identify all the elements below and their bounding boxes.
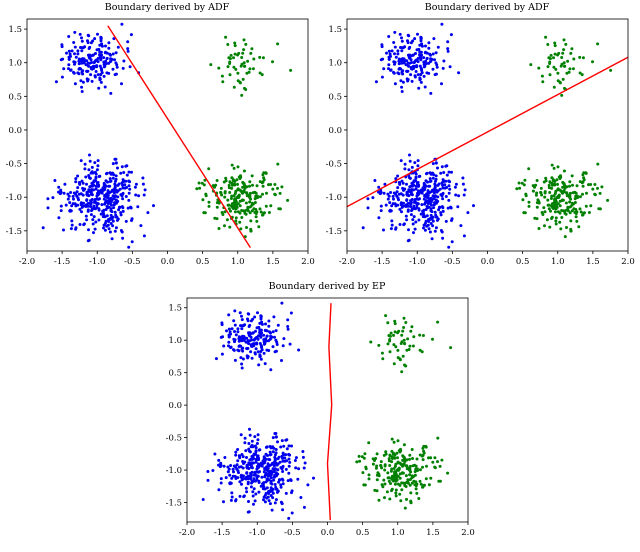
scatter-points [361, 22, 613, 249]
x-tick-label: 0.5 [196, 257, 210, 267]
y-tick-label: 1.0 [168, 336, 182, 346]
bottom-row: Boundary derived by EP -2.0 -1.5 -1.0 -0.5 0… [0, 279, 640, 546]
cluster-blue-top-left [374, 22, 461, 95]
top-row: Boundary derived by ADF -2.0 -1.5 -1.0 -0.5… [0, 0, 640, 275]
adf-left-chart: Boundary derived by ADF -2.0 -1.5 -1.0 -0.5… [0, 0, 320, 275]
y-tick-label: -1.5 [326, 227, 342, 237]
cluster-green-top-right [529, 35, 613, 97]
cluster-green-top-right [209, 35, 293, 97]
y-tick-label: 0.5 [328, 92, 342, 102]
cluster-blue-bottom-left [361, 153, 475, 249]
x-tick-label: -1.0 [249, 528, 265, 538]
y-tick-label: 1.0 [8, 59, 22, 69]
y-tick-label: -0.5 [166, 434, 182, 444]
x-tick-label: 1.0 [391, 528, 405, 538]
x-tick-label: 0.0 [481, 257, 495, 267]
adf-right-chart: Boundary derived by ADF -2.0 -1.5 -1.0 -0.5… [320, 0, 640, 275]
chart-title: Boundary derived by ADF [424, 2, 550, 13]
x-tick-label: 0.5 [356, 528, 370, 538]
x-tick-label: -1.0 [409, 257, 425, 267]
x-tick-label: -1.5 [214, 528, 230, 538]
y-tick-label: 0.0 [8, 126, 22, 136]
y-tick-label: -0.5 [6, 160, 22, 170]
x-tick-label: -0.5 [284, 528, 300, 538]
y-tick-label: -1.0 [6, 193, 22, 203]
y-tick-label: -1.0 [326, 193, 342, 203]
plot-area: -2.0 -1.5 -1.0 -0.5 0.0 0.5 1.0 1.5 2.0 -1.5 -1.0 -… [166, 297, 475, 538]
chart-title: Boundary derived by ADF [104, 2, 230, 13]
x-tick-label: 0.0 [321, 528, 335, 538]
axis-ticks: -2.0 -1.5 -1.0 -0.5 0.0 0.5 1.0 1.5 2.0 -1.5 -1.0 -… [326, 25, 635, 267]
x-tick-label: 1.5 [426, 528, 440, 538]
cluster-green-bottom-right [195, 162, 290, 239]
axis-ticks: -2.0 -1.5 -1.0 -0.5 0.0 0.5 1.0 1.5 2.0 -1.5 -1.0 -… [6, 25, 315, 267]
axis-ticks: -2.0 -1.5 -1.0 -0.5 0.0 0.5 1.0 1.5 2.0 -1.5 -1.0 -… [166, 304, 475, 538]
y-tick-label: 0.5 [8, 92, 22, 102]
x-tick-label: -1.5 [374, 257, 390, 267]
x-tick-label: 0.5 [516, 257, 530, 267]
y-tick-label: 0.0 [328, 126, 342, 136]
x-tick-label: 2.0 [621, 257, 635, 267]
cluster-green-bottom-right [515, 162, 610, 239]
y-tick-label: -1.5 [166, 499, 182, 509]
decision-boundary-line [346, 56, 629, 208]
y-tick-label: 0.0 [168, 401, 182, 411]
x-tick-label: -1.0 [89, 257, 105, 267]
chart-title: Boundary derived by EP [268, 281, 386, 292]
decision-boundary-line [326, 303, 333, 521]
scatter-points [201, 301, 453, 520]
cluster-blue-bottom-left [201, 427, 315, 520]
x-tick-label: -2.0 [179, 528, 195, 538]
cluster-green-top-right [369, 314, 453, 374]
y-tick-label: 1.0 [328, 59, 342, 69]
ep-bottom-chart: Boundary derived by EP -2.0 -1.5 -1.0 -0.5 0… [160, 279, 480, 546]
decision-boundary-line [107, 25, 251, 248]
y-tick-label: -1.5 [6, 227, 22, 237]
x-tick-label: -0.5 [444, 257, 460, 267]
y-tick-label: 1.5 [168, 304, 182, 314]
x-tick-label: 1.5 [586, 257, 600, 267]
y-tick-label: 1.5 [328, 25, 342, 35]
x-tick-label: 1.5 [266, 257, 280, 267]
x-tick-label: -1.5 [54, 257, 70, 267]
y-tick-label: 1.5 [8, 25, 22, 35]
cluster-blue-top-left [54, 22, 141, 95]
x-tick-label: 1.0 [551, 257, 565, 267]
x-tick-label: -0.5 [124, 257, 140, 267]
plot-area: -2.0 -1.5 -1.0 -0.5 0.0 0.5 1.0 1.5 2.0 -1.5 -1.0 -… [6, 18, 315, 267]
y-tick-label: 0.5 [168, 369, 182, 379]
cluster-green-bottom-right [355, 436, 450, 510]
x-tick-label: 0.0 [161, 257, 175, 267]
x-tick-label: -2.0 [339, 257, 355, 267]
x-tick-label: 2.0 [301, 257, 315, 267]
scatter-points [41, 22, 293, 249]
x-tick-label: 1.0 [231, 257, 245, 267]
cluster-blue-top-left [214, 301, 301, 372]
x-tick-label: -2.0 [19, 257, 35, 267]
plot-area: -2.0 -1.5 -1.0 -0.5 0.0 0.5 1.0 1.5 2.0 -1.5 -1.0 -… [326, 18, 635, 267]
cluster-blue-bottom-left [41, 153, 155, 249]
y-tick-label: -0.5 [326, 160, 342, 170]
y-tick-label: -1.0 [166, 466, 182, 476]
x-tick-label: 2.0 [461, 528, 475, 538]
